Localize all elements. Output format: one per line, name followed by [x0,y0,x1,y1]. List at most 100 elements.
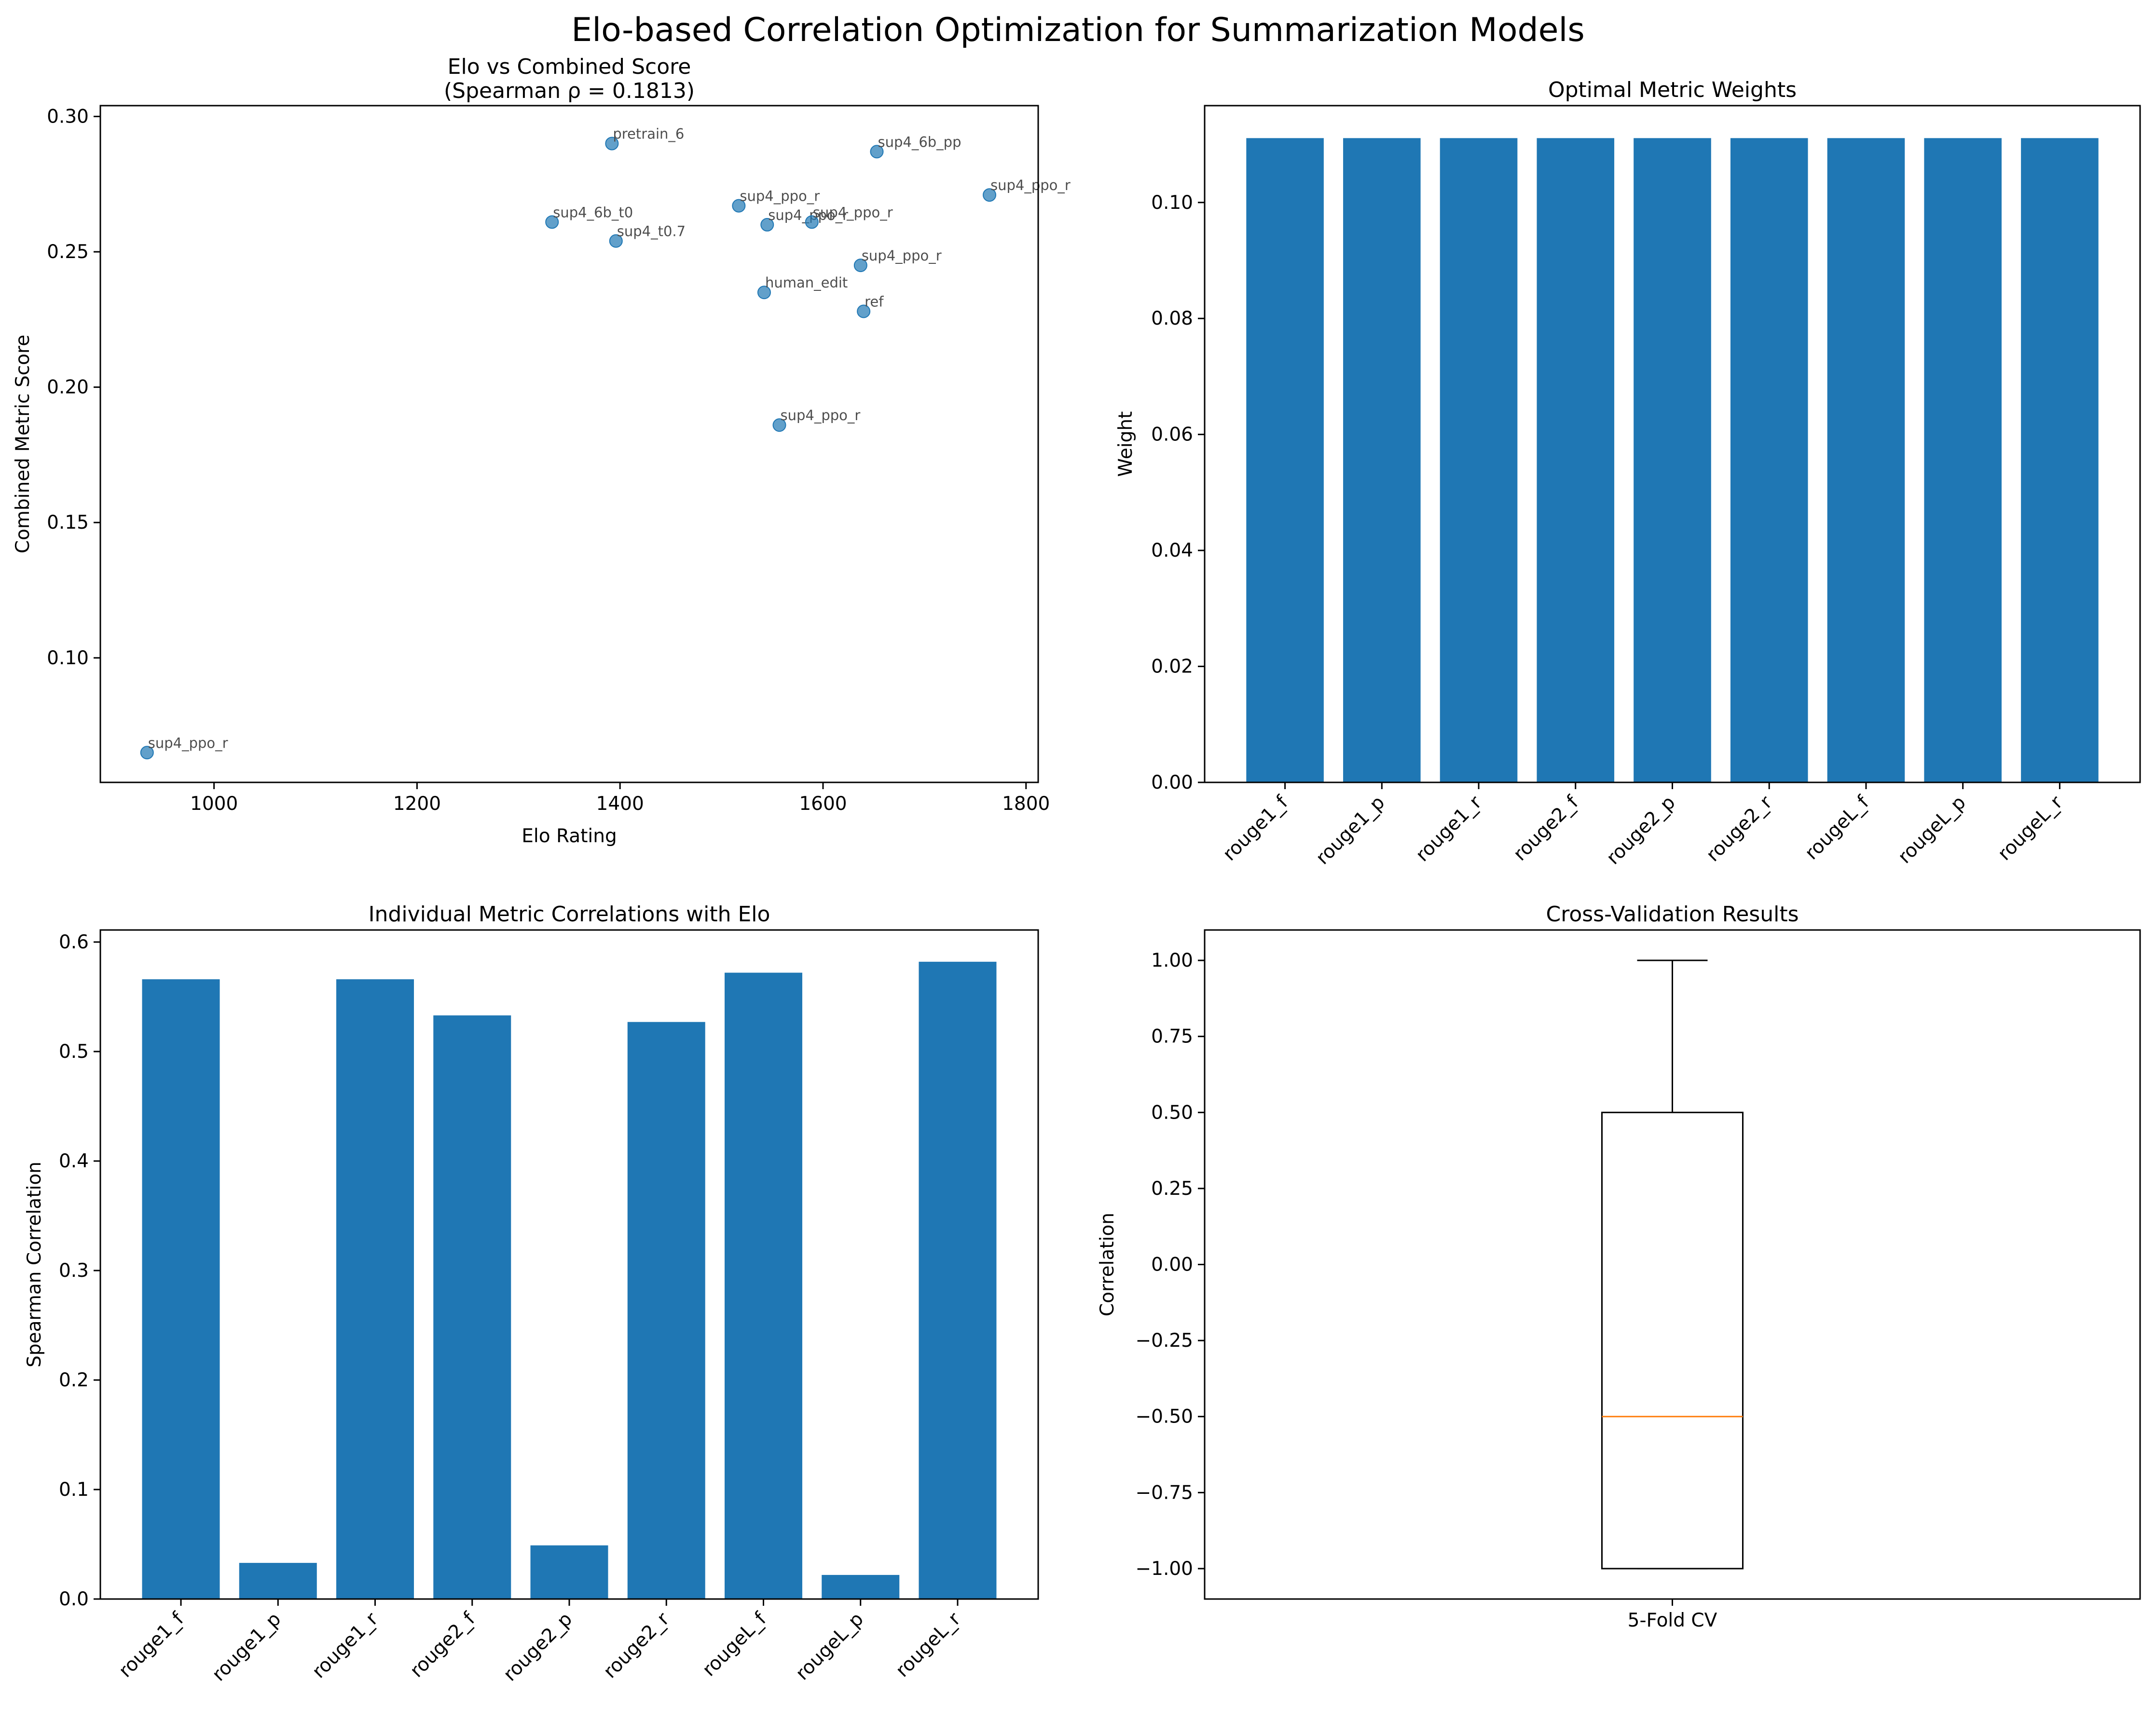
y-tick-label: 0.08 [1151,308,1193,329]
x-tick-label: rouge1_r [308,1608,383,1683]
scatter-point [609,234,623,248]
scatter-point [140,746,154,760]
y-axis-label: Spearman Correlation [24,1162,45,1367]
x-tick-label: 1200 [393,793,441,815]
y-tick-label: 0.10 [1151,192,1193,214]
y-tick-label: 0.30 [47,106,89,127]
point-label: sup4_t0.7 [617,223,686,240]
y-tick-label: 0.00 [1151,772,1193,793]
axes-frame [99,929,1039,1600]
x-tick-label: rougeL_r [892,1608,965,1682]
x-tick-label: rougeL_p [1894,792,1970,868]
x-tick-label: rouge2_f [1509,791,1583,865]
y-tick-label: 0.10 [47,647,89,669]
bar-individual-correlations: 0.0 0.1 0.2 0.3 0.4 0.5 0.6 rouge1_f rouge1_p rou… [24,902,1039,1685]
bar-rouge1_f [1246,138,1324,783]
x-tick-label: rouge2_r [1702,792,1777,866]
scatter-point [853,259,867,273]
axes-frame [99,105,1039,783]
bar-rougeL_p [1924,138,2002,783]
y-tick-label: 0.04 [1151,540,1193,561]
y-tick-label: 0.0 [59,1588,89,1610]
x-tick-label: rougeL_f [698,1608,771,1681]
x-tick-label: rouge1_f [115,1608,189,1682]
y-tick-label: 0.1 [59,1479,89,1501]
point-label: pretrain_6 [613,126,684,142]
scatter-point [983,188,997,202]
point-label: sup4_ppo_r [862,247,942,264]
point-label: sup4_6b_pp [878,134,961,150]
bar-optimal-weights: 0.00 0.02 0.04 0.06 0.08 0.10 rouge1_f rouge1_p… [1115,78,2141,869]
y-axis-label: Weight [1115,411,1137,477]
scatter-point [870,145,884,159]
y-tick-label: 0.4 [59,1150,89,1172]
bar-rouge1_p [239,1563,317,1599]
bar-rouge2_p [530,1545,608,1599]
point-label: ref [865,294,884,310]
y-tick-label: 0.02 [1151,656,1193,678]
bar-rouge1_f [142,979,220,1599]
y-tick-label: 0.2 [59,1369,89,1391]
box-cross-validation: −1.00 −0.75 −0.50 −0.25 0.00 0.25 0.50 0.75 1.00… [1097,902,2141,1631]
scatter-point [760,218,774,232]
y-axis-label: Combined Metric Score [12,335,34,553]
axes-title: Individual Metric Correlations with Elo [369,902,770,927]
x-tick-label: 1000 [190,793,238,815]
point-label: sup4_ppo_r [781,407,861,424]
x-axis-label: Elo Rating [522,825,617,847]
x-tick-label: rougeL_r [1994,792,2068,865]
bar-rouge2_f [1537,138,1615,783]
bar-rouge1_p [1343,138,1421,783]
figure-title: Elo-based Correlation Optimization for S… [571,11,1585,49]
y-tick-label: 0.20 [47,377,89,398]
y-tick-label: 0.00 [1151,1254,1193,1276]
axes-subtitle: (Spearman ρ = 0.1813) [444,79,695,103]
x-tick-label: rouge2_p [1602,792,1679,869]
x-tick-label: rouge2_p [499,1608,577,1685]
bar-rouge1_r [336,979,414,1599]
y-tick-label: −0.50 [1135,1406,1193,1428]
y-axis-label: Correlation [1097,1213,1118,1316]
x-tick-label: rougeL_p [792,1608,868,1684]
y-tick-label: 0.15 [47,512,89,533]
x-tick-label: rougeL_f [1801,791,1874,864]
y-tick-label: 0.3 [59,1260,89,1282]
axes-title: Elo vs Combined Score [448,55,691,79]
y-tick-label: 0.06 [1151,424,1193,446]
point-label: sup4_ppo_r [740,188,820,205]
y-tick-label: 0.6 [59,931,89,953]
bar-rouge2_p [1634,138,1711,783]
iqr-box [1601,1111,1744,1570]
point-label: sup4_6b_t0 [553,204,633,220]
x-tick-label: 1600 [799,793,847,815]
y-tick-label: 0.50 [1151,1102,1193,1123]
scatter-point [757,286,771,300]
y-tick-label: −0.75 [1135,1482,1193,1504]
y-tick-label: −0.25 [1135,1330,1193,1352]
scatter-elo-vs-combined: sup4_ppo_rsup4_6b_t0pretrain_6sup4_t0.7s… [12,55,1071,847]
point-label: human_edit [765,274,848,291]
bar-rouge2_r [1730,138,1808,783]
y-tick-label: 0.5 [59,1041,89,1063]
x-tick-label: 1800 [1002,793,1050,815]
scatter-point [605,137,619,150]
x-tick-label: rouge2_f [406,1608,480,1682]
point-label: sup4_ppo_r [990,177,1071,193]
bar-rougeL_r [2021,138,2099,783]
axes-title: Optimal Metric Weights [1548,78,1797,102]
y-tick-label: −1.00 [1135,1558,1193,1580]
scatter-point [545,215,559,229]
bar-rougeL_p [822,1575,900,1599]
x-tick-label: 5-Fold CV [1628,1610,1717,1631]
point-label: sup4_ppo_r [148,735,228,751]
scatter-point [772,418,786,432]
bar-rougeL_f [1827,138,1905,783]
y-tick-label: 0.25 [1151,1178,1193,1200]
scatter-point [857,304,871,318]
bar-rougeL_f [724,972,802,1599]
axes-title: Cross-Validation Results [1546,902,1799,927]
x-tick-label: 1400 [596,793,644,815]
y-tick-label: 0.75 [1151,1026,1193,1048]
point-label: sup4_ppo_r [813,204,893,220]
bar-rouge1_r [1440,138,1518,783]
